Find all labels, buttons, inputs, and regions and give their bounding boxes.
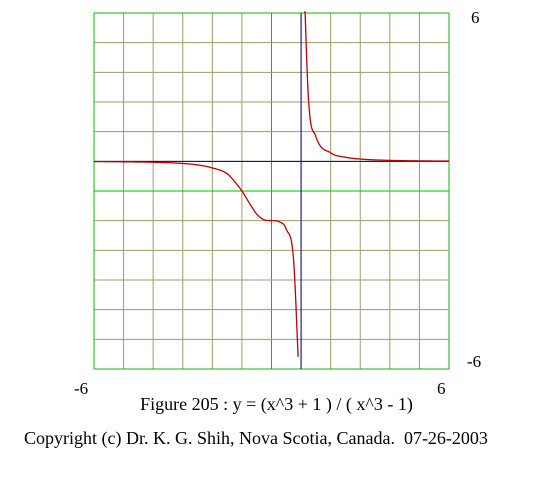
y-min-tick-label: -6: [467, 352, 482, 371]
curves: [93, 11, 450, 357]
curve-branch-1: [93, 160, 299, 357]
x-max-tick-label: 6: [437, 379, 446, 398]
y-max-tick-label: 6: [471, 8, 480, 27]
figure-caption-text: Figure 205 : y = (x^3 + 1 ) / ( x^3 - 1): [140, 394, 413, 414]
copyright-notice: Copyright (c) Dr. K. G. Shih, Nova Scoti…: [24, 428, 488, 448]
grid: [93, 12, 450, 370]
axes: [94, 13, 449, 369]
figure-caption: Figure 205 : y = (x^3 + 1 ) / ( x^3 - 1): [0, 394, 547, 415]
x-min-tick-label: -6: [74, 379, 89, 398]
curve-branch-2: [304, 11, 450, 162]
